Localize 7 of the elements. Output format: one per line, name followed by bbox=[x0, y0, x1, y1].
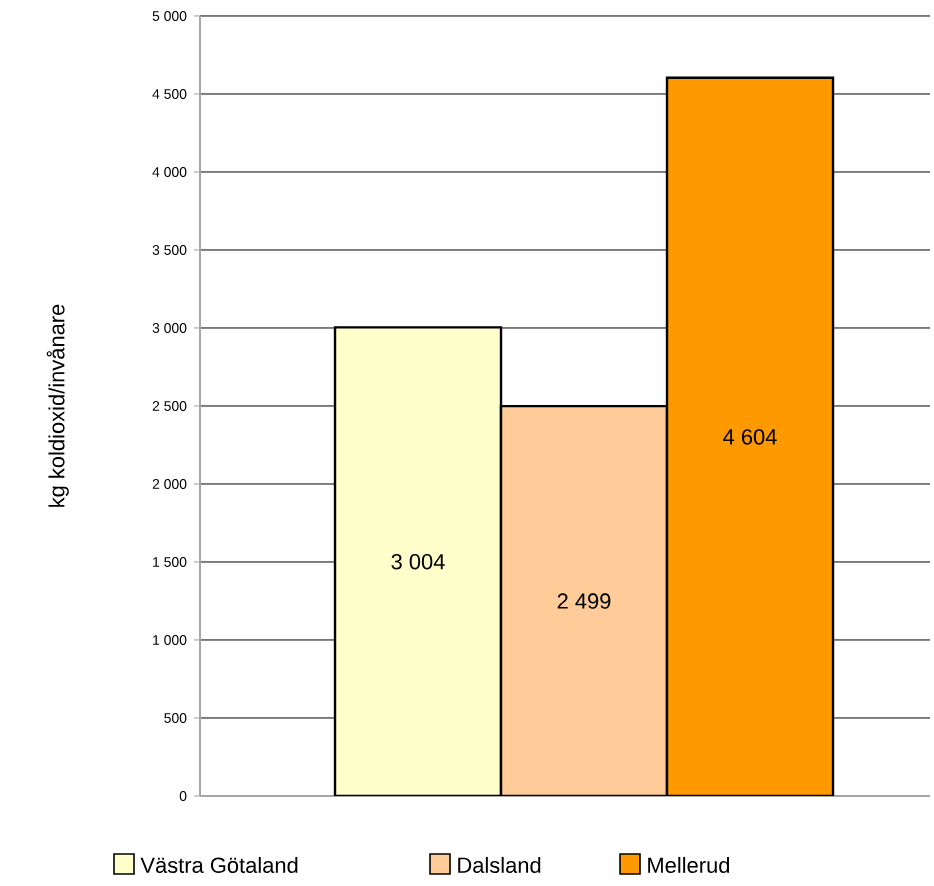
legend-label: Mellerud bbox=[648, 856, 730, 874]
data-label: 2 499 bbox=[557, 593, 611, 609]
data-label: 3 004 bbox=[391, 553, 445, 570]
legend-label: Dalsland bbox=[458, 856, 541, 874]
y-axis-title: kg koldioxid/invånare bbox=[46, 304, 69, 507]
legend-label: Västra Götaland bbox=[140, 856, 298, 874]
data-label: 4 604 bbox=[723, 429, 777, 445]
